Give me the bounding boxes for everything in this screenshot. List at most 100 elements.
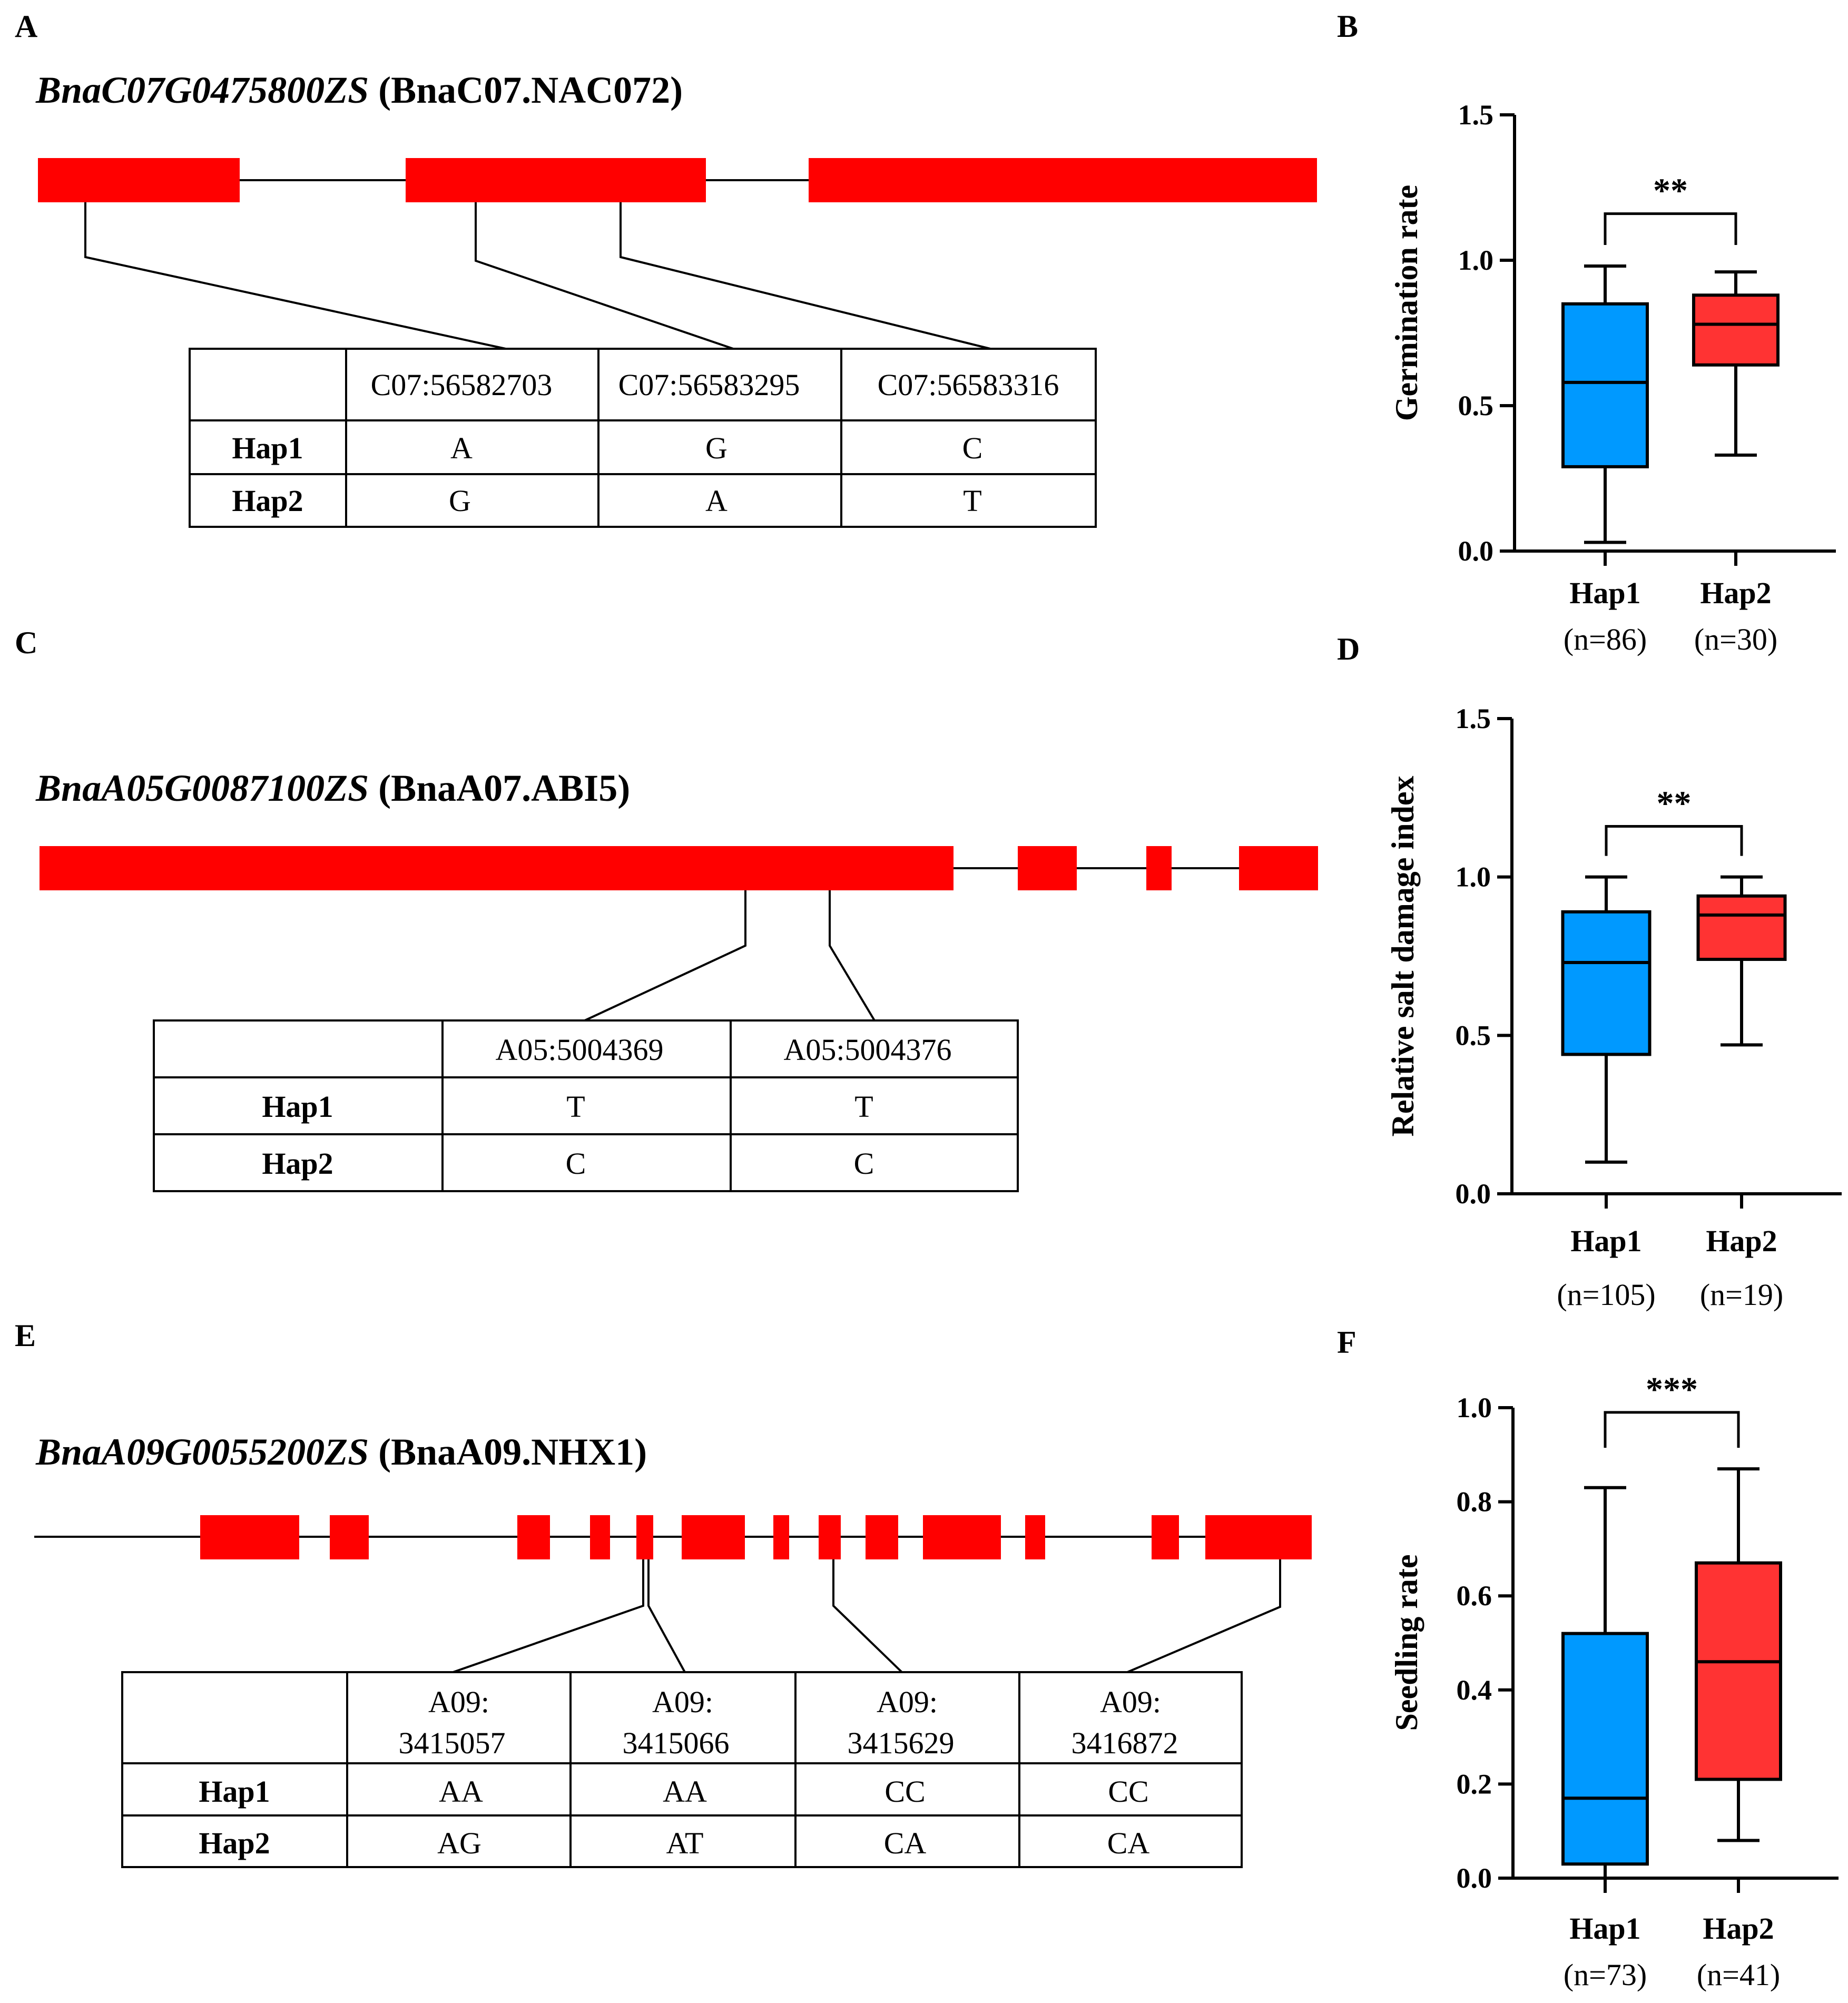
exon — [1205, 1515, 1312, 1559]
table-cell: C — [854, 1146, 874, 1181]
table-header-cell: A09: — [1100, 1685, 1161, 1719]
y-tick-label: 0.0 — [1457, 1862, 1492, 1894]
table-cell: G — [449, 484, 471, 518]
table-row-label: Hap1 — [199, 1774, 270, 1809]
sample-size-label: (n=30) — [1694, 622, 1777, 656]
x-tick-label: Hap1 — [1569, 576, 1640, 610]
box-hap1 — [1561, 264, 1649, 544]
haplotype-table-a — [189, 348, 1097, 528]
haplotype-table-c — [153, 1019, 1019, 1192]
table-cell: CA — [1107, 1826, 1150, 1860]
panel-label-e: E — [15, 1318, 36, 1353]
exon — [809, 158, 1317, 202]
x-tick-label: Hap2 — [1703, 1911, 1774, 1946]
sample-size-label: (n=105) — [1557, 1278, 1655, 1312]
snp-leader-line — [832, 1559, 903, 1673]
exon — [682, 1515, 745, 1559]
y-axis-label: Seedling rate — [1389, 1555, 1424, 1731]
table-header-cell: C07:56583295 — [618, 368, 800, 402]
snp-leader-line — [1127, 1559, 1281, 1673]
snp-leader-line — [453, 1559, 644, 1673]
table-cell: AG — [437, 1826, 481, 1860]
table-cell: AA — [439, 1774, 483, 1809]
table-header-cell: A05:5004369 — [496, 1033, 664, 1067]
panel-label: F — [1337, 1325, 1356, 1360]
sample-size-label: (n=19) — [1700, 1278, 1783, 1312]
table-header-cell: A09: — [877, 1685, 938, 1719]
exon — [517, 1515, 550, 1559]
y-tick-label: 0.0 — [1456, 1178, 1491, 1210]
panel-label-c: C — [15, 625, 37, 660]
table-header-cell: A09: — [652, 1685, 713, 1719]
table-cell: C — [962, 431, 983, 465]
panel-label-a: A — [15, 9, 37, 44]
y-tick-label: 0.5 — [1458, 390, 1494, 421]
table-header-cell: C07:56582703 — [371, 368, 553, 402]
gene-id-a: BnaC07G0475800ZS — [35, 69, 369, 111]
y-tick-label: 0.2 — [1457, 1768, 1492, 1800]
table-header-cell: A05:5004376 — [784, 1033, 952, 1067]
sample-size-label: (n=41) — [1697, 1958, 1780, 1992]
table-header-cell: A09: — [428, 1685, 489, 1719]
exon — [1025, 1515, 1045, 1559]
y-tick-label: 0.0 — [1458, 535, 1494, 567]
boxplot-b: B 0.0 0.5 1.0 1.5 Germination rate Hap1 (n=86) H… — [1337, 9, 1836, 656]
exon — [330, 1515, 369, 1559]
table-cell: G — [705, 431, 728, 465]
haplotype-table-e-text: A09: A09: A09: A09: 3415057 3415066 3415… — [199, 1685, 1178, 1860]
sample-size-label: (n=73) — [1564, 1958, 1647, 1992]
gene-id-c: BnaA05G0087100ZS — [35, 767, 369, 809]
y-tick-label: 1.0 — [1456, 861, 1491, 893]
exon — [590, 1515, 610, 1559]
snp-leaders-a — [84, 202, 991, 350]
table-cell: A — [705, 484, 728, 518]
table-row-label: Hap1 — [262, 1089, 333, 1124]
snp-leader-line — [647, 1559, 686, 1673]
exon — [1146, 846, 1172, 890]
table-border — [189, 348, 1097, 528]
box-iqr — [1561, 1632, 1649, 1866]
panel-a: A BnaC07G0475800ZS (BnaC07.NAC072) C07:5… — [15, 9, 1317, 528]
gene-title-c: BnaA05G0087100ZS (BnaA07.ABI5) — [35, 767, 630, 809]
box-hap2 — [1695, 1467, 1782, 1842]
exon — [38, 158, 240, 202]
significance-label: ** — [1653, 172, 1688, 210]
box-iqr — [1561, 910, 1652, 1056]
table-row-label: Hap1 — [232, 431, 303, 465]
table-cell: AT — [666, 1826, 704, 1860]
significance-bracket — [1605, 824, 1743, 856]
x-tick-label: Hap2 — [1700, 576, 1771, 610]
table-cell: CA — [884, 1826, 927, 1860]
y-axis-label: Relative salt damage index — [1385, 776, 1420, 1137]
significance-label: *** — [1646, 1370, 1698, 1409]
significance-label: ** — [1657, 784, 1692, 822]
haplotype-table-a-text: C07:56582703 C07:56583295 C07:56583316 H… — [232, 368, 1059, 518]
table-cell: AA — [663, 1774, 707, 1809]
table-cell: T — [963, 484, 981, 518]
haplotype-table-e — [121, 1671, 1243, 1868]
snp-leader-line — [829, 890, 876, 1022]
panel-e: E BnaA09G0055200ZS (BnaA09.NHX1) — [15, 1318, 1312, 1868]
gene-alias-a: (BnaC07.NAC072) — [369, 69, 683, 111]
haplotype-table-c-text: A05:5004369 A05:5004376 Hap1 T T Hap2 C … — [262, 1033, 951, 1181]
gene-alias-e: (BnaA09.NHX1) — [369, 1431, 647, 1473]
table-cell: CC — [1108, 1774, 1148, 1809]
table-header-cell: C07:56583316 — [878, 368, 1059, 402]
gene-alias-c: (BnaA07.ABI5) — [369, 767, 630, 809]
y-tick-label: 0.4 — [1457, 1674, 1492, 1706]
table-cell: T — [566, 1089, 585, 1124]
sample-size-label: (n=86) — [1564, 622, 1647, 656]
table-cell: CC — [884, 1774, 925, 1809]
exons-a — [38, 158, 1317, 202]
box-iqr — [1561, 302, 1649, 468]
gene-title-e: BnaA09G0055200ZS (BnaA09.NHX1) — [35, 1431, 647, 1473]
significance-bracket — [1604, 212, 1737, 246]
y-tick-label: 1.5 — [1458, 99, 1494, 131]
exon — [40, 846, 954, 890]
snp-leader-line — [84, 202, 506, 350]
y-tick-label: 1.5 — [1456, 703, 1491, 734]
exon — [636, 1515, 653, 1559]
gene-title-a: BnaC07G0475800ZS (BnaC07.NAC072) — [35, 69, 683, 111]
y-axis-label: Germination rate — [1389, 185, 1424, 421]
